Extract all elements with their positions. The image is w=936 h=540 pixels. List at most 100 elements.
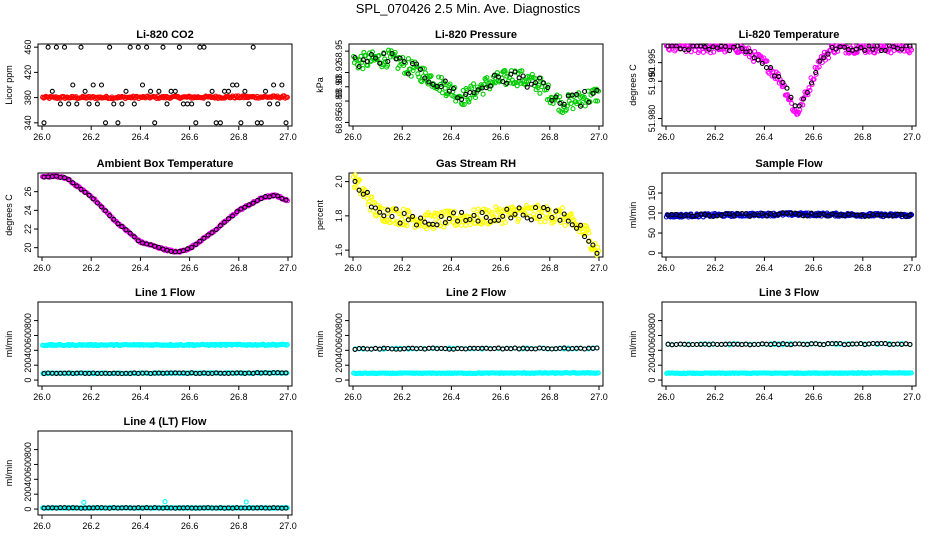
- y-axis-label: degrees C: [4, 194, 14, 236]
- data-point: [593, 98, 599, 104]
- data-point: [283, 120, 289, 126]
- data-point: [275, 101, 281, 107]
- x-tick-label: 26.0: [657, 132, 675, 142]
- x-tick-label: 26.0: [657, 263, 675, 273]
- data-point: [825, 213, 831, 219]
- data-point: [516, 205, 522, 211]
- chart-title: Ambient Box Temperature: [97, 158, 234, 170]
- data-point: [874, 43, 880, 49]
- data-point: [866, 213, 872, 219]
- data-point: [528, 217, 534, 223]
- data-point: [821, 211, 827, 217]
- data-point: [578, 103, 584, 109]
- data-point: [590, 242, 596, 248]
- data-point: [418, 78, 424, 84]
- data-point: [243, 499, 249, 505]
- data-point: [131, 234, 137, 240]
- data-point: [438, 213, 444, 219]
- data-point: [545, 82, 551, 88]
- data-point: [536, 213, 543, 219]
- data-point: [225, 216, 232, 222]
- data-point: [483, 207, 489, 213]
- data-point: [562, 222, 568, 228]
- data-point: [586, 99, 592, 105]
- data-point: [471, 90, 477, 96]
- y-tick-label: 340: [23, 115, 33, 130]
- x-tick-label: 26.0: [344, 132, 362, 142]
- chart-panel-8: Line 2 Flow 26.0 26.2 26.4 26.6 26.8 27.0 0 2004…: [315, 287, 608, 402]
- data-point: [516, 346, 522, 352]
- data-point: [82, 88, 88, 94]
- data-point: [152, 120, 158, 126]
- data-point: [726, 211, 733, 217]
- data-point: [41, 120, 47, 126]
- data-point: [434, 222, 440, 228]
- y-tick-label: 51.980: [647, 105, 657, 133]
- data-point: [70, 82, 76, 88]
- chart-panel-10: Line 4 (LT) Flow 26.0 26.2 26.4 26.6 26.8 27.0…: [4, 416, 297, 531]
- y-tick-label: 150: [647, 185, 657, 200]
- data-point: [821, 55, 827, 61]
- data-point: [373, 213, 379, 219]
- data-point: [352, 178, 358, 184]
- data-point: [230, 82, 236, 88]
- series-1-min: [40, 93, 290, 102]
- data-point: [381, 213, 387, 219]
- data-point: [755, 57, 761, 63]
- data-point: [369, 194, 375, 200]
- data-point: [512, 211, 518, 217]
- x-tick-label: 26.2: [393, 263, 411, 273]
- data-point: [833, 46, 839, 52]
- data-point: [209, 230, 215, 236]
- data-point: [536, 75, 543, 81]
- data-point: [360, 66, 366, 72]
- data-point: [459, 96, 465, 102]
- data-point: [508, 71, 514, 77]
- data-point: [457, 94, 463, 100]
- x-tick-label: 26.0: [33, 521, 51, 531]
- y-tick-label: 1.6: [334, 244, 344, 257]
- data-point: [413, 61, 420, 67]
- data-point: [98, 204, 105, 210]
- x-tick-label: 27.0: [903, 263, 921, 273]
- y-axis-label: percent: [315, 199, 325, 230]
- data-point: [90, 82, 96, 88]
- data-point: [582, 346, 588, 352]
- data-point: [397, 220, 403, 226]
- data-point: [156, 88, 162, 94]
- data-point: [775, 71, 781, 77]
- x-tick-label: 26.6: [492, 392, 510, 402]
- plot-frame: [37, 301, 293, 387]
- data-point: [410, 67, 416, 74]
- data-point: [891, 213, 897, 219]
- data-point: [731, 213, 737, 219]
- data-point: [385, 210, 391, 216]
- data-point: [413, 222, 420, 228]
- data-point: [595, 370, 601, 376]
- chart-panel-1: Li-820 CO2 26.0 26.2 26.4 26.6 26.8 27.0 340 380…: [4, 29, 297, 142]
- data-point: [789, 100, 795, 106]
- x-tick-label: 26.8: [230, 132, 248, 142]
- data-point: [234, 82, 240, 88]
- data-point: [472, 95, 479, 101]
- y-tick-label: 0: [23, 507, 33, 512]
- y-tick-label: 51.995: [647, 49, 657, 77]
- data-point: [400, 206, 407, 212]
- x-tick-label: 26.2: [82, 132, 100, 142]
- series-2.5-min: [665, 43, 913, 109]
- data-point: [54, 95, 60, 101]
- x-tick-label: 26.4: [756, 263, 774, 273]
- chart-title: Gas Stream RH: [436, 158, 516, 170]
- chart-title: Sample Flow: [755, 158, 823, 170]
- series-cyan-high: [40, 341, 290, 349]
- y-tick-label: 68.88: [334, 90, 344, 113]
- x-tick-label: 26.4: [756, 132, 774, 142]
- series-2.5-min: [41, 173, 289, 255]
- data-point: [569, 222, 575, 228]
- data-point: [148, 88, 154, 94]
- data-point: [545, 206, 551, 212]
- data-point: [409, 213, 416, 219]
- data-point: [804, 89, 810, 96]
- x-tick-label: 26.6: [492, 132, 510, 142]
- data-point: [156, 244, 162, 250]
